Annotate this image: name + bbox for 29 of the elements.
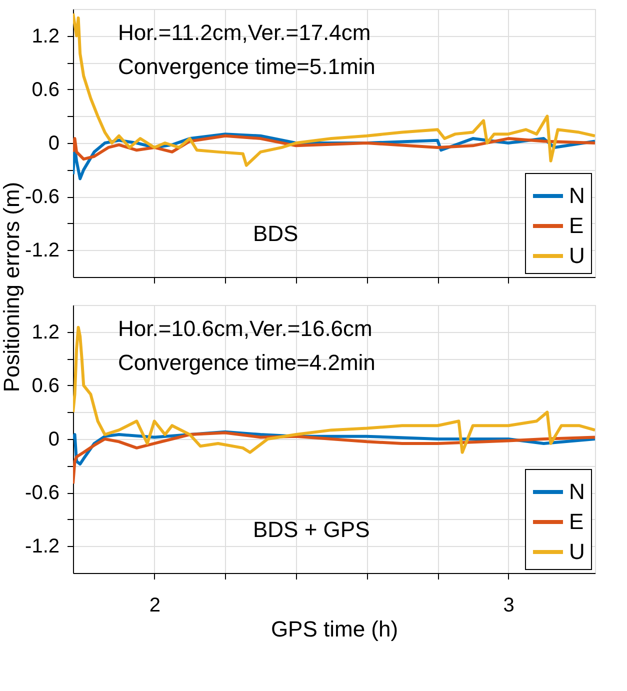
legend-label: E (569, 509, 584, 534)
line-series (73, 12, 595, 167)
y-tick-label: -1.2 (25, 536, 60, 558)
legend-label: U (569, 539, 585, 564)
y-axis-title: Positioning errors (m) (0, 182, 24, 392)
y-tick-label: 1.2 (32, 25, 60, 48)
legend-label: N (569, 183, 585, 208)
annotation: Hor.=10.6cm,Ver.=16.6cm (118, 316, 372, 341)
x-tick-label: 3 (503, 594, 514, 616)
line-series (73, 134, 595, 161)
y-tick-label: -0.6 (25, 186, 60, 208)
legend-label: U (569, 243, 585, 268)
annotation: Convergence time=5.1min (118, 54, 376, 79)
y-tick-label: 1.2 (32, 321, 60, 344)
annotation: Convergence time=4.2min (118, 350, 376, 375)
legend-label: N (569, 479, 585, 504)
x-tick-label: 2 (149, 594, 160, 616)
legend-label: E (569, 213, 584, 238)
y-tick-label: 0.6 (32, 374, 60, 397)
y-tick-label: 0 (48, 428, 60, 450)
line-series (73, 431, 595, 486)
x-axis-title: GPS time (h) (270, 616, 398, 642)
y-tick-label: -0.6 (25, 482, 60, 504)
annotation: BDS + GPS (253, 517, 370, 542)
y-tick-label: 0 (48, 132, 60, 154)
annotation: BDS (253, 221, 298, 246)
y-tick-label: 0.6 (32, 78, 60, 101)
y-tick-label: -1.2 (25, 240, 60, 262)
annotation: Hor.=11.2cm,Ver.=17.4cm (118, 20, 371, 45)
